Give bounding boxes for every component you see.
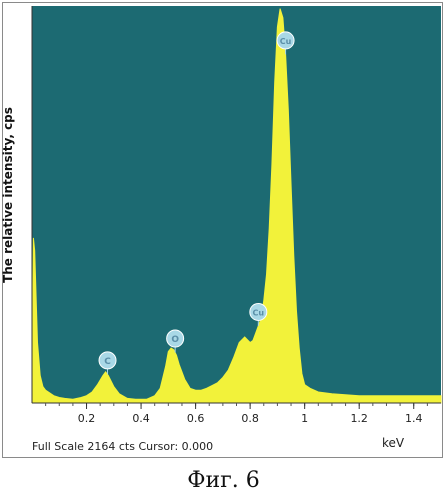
x-tick-label: 0.6 <box>187 412 205 425</box>
peak-marker-label: Cu <box>253 308 265 317</box>
peak-marker-label: Cu <box>280 37 292 46</box>
status-text: Full Scale 2164 cts Cursor: 0.000 <box>32 440 214 453</box>
x-axis-unit-label: keV <box>382 436 405 450</box>
x-tick-label: 0.4 <box>132 412 150 425</box>
peak-marker-label: O <box>171 335 179 345</box>
spectrum-window: 0.2 0.4 0.6 0.8 1 1.2 1.4 C O Cu Cu The relative i… <box>1 2 443 458</box>
plot-background <box>32 6 441 403</box>
x-tick-label: 1.4 <box>405 412 423 425</box>
peak-marker-label: C <box>104 357 111 367</box>
x-axis-strip <box>32 403 441 429</box>
eds-spectrum-chart: 0.2 0.4 0.6 0.8 1 1.2 1.4 C O Cu Cu <box>31 6 442 429</box>
peak-marker-circle <box>98 351 117 370</box>
figure-caption: Фиг. 6 <box>187 468 260 493</box>
peak-marker-circle <box>249 302 268 321</box>
peak-marker-circle <box>166 329 185 348</box>
peak-marker-circle <box>276 31 295 50</box>
x-tick-label: 0.8 <box>241 412 259 425</box>
window-border <box>2 2 443 458</box>
spectrum-area <box>31 8 442 404</box>
x-tick-label: 0.2 <box>78 412 96 425</box>
x-tick-label: 1 <box>301 412 308 425</box>
y-axis-label: The relative intensity, cps <box>1 107 15 283</box>
x-tick-label: 1.2 <box>350 412 368 425</box>
